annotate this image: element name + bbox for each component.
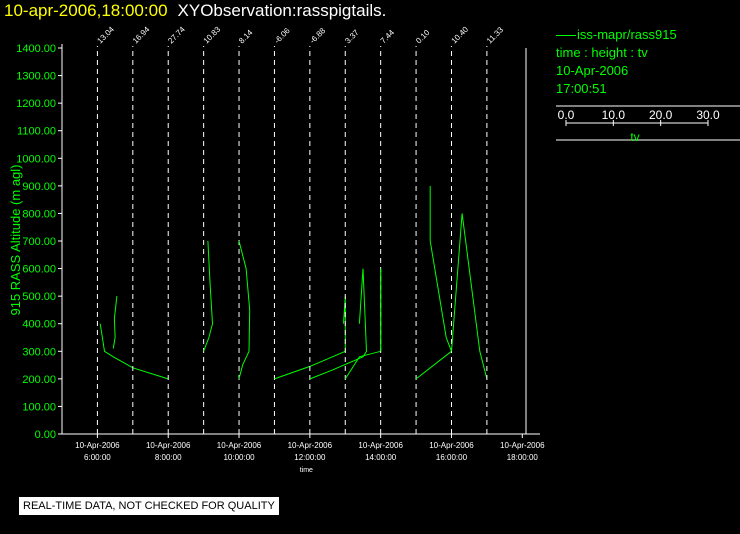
profile-trace: [309, 268, 368, 380]
legend-line-swatch: [556, 35, 576, 37]
profile-value-label: 10.40: [450, 25, 471, 46]
profile-trace: [415, 185, 453, 380]
legend-scale-tick-label: 10.0: [602, 108, 626, 122]
x-tick-time: 8:00:00: [155, 453, 182, 462]
x-tick-date: 10-Apr-2006: [500, 441, 545, 450]
y-tick-label: 1300.00: [16, 71, 56, 83]
y-axis-title: 915 RASS Altitude (m agl): [8, 164, 23, 315]
profile-value-label: 3.37: [343, 28, 361, 46]
y-tick-label: 500.00: [22, 291, 56, 303]
legend-scale-tick-label: 20.0: [649, 108, 673, 122]
profile-value-label: 8.14: [237, 28, 255, 46]
y-tick-label: 1100.00: [17, 126, 56, 138]
y-tick-label: 600.00: [22, 264, 56, 276]
x-tick-date: 10-Apr-2006: [429, 441, 474, 450]
x-tick-date: 10-Apr-2006: [75, 441, 120, 450]
legend-scale-tick-label: 0.0: [558, 108, 575, 122]
x-tick-time: 6:00:00: [84, 453, 111, 462]
y-tick-label: 1400.00: [16, 43, 56, 55]
x-tick-time: 16:00:00: [436, 453, 468, 462]
y-tick-label: 900.00: [22, 181, 56, 193]
profile-value-label: -6.88: [308, 26, 328, 46]
legend-date: 10-Apr-2006: [556, 63, 629, 78]
x-axis-title: time: [300, 467, 313, 474]
quality-note: REAL-TIME DATA, NOT CHECKED FOR QUALITY: [18, 496, 280, 516]
y-tick-label: 100.00: [22, 401, 56, 413]
chart-title: 10-apr-2006,18:00:00 XYObservation:rasspi…: [4, 1, 386, 21]
legend-time: 17:00:51: [556, 81, 607, 96]
x-tick-time: 18:00:00: [507, 453, 539, 462]
profile-trace: [99, 323, 169, 380]
profile-value-label: 13.04: [95, 25, 116, 46]
y-tick-label: 1200.00: [16, 98, 56, 110]
y-tick-label: 400.00: [22, 319, 56, 331]
profile-value-label: -6.06: [272, 26, 292, 46]
y-tick-label: 800.00: [22, 208, 56, 220]
profile-value-label: 0.10: [414, 28, 432, 46]
legend-scale-label: tv: [630, 130, 639, 144]
x-tick-date: 10-Apr-2006: [146, 441, 191, 450]
profile-trace: [451, 213, 488, 380]
x-tick-date: 10-Apr-2006: [217, 441, 262, 450]
y-tick-label: 200.00: [22, 374, 56, 386]
profile-trace: [203, 240, 214, 352]
profile-trace: [238, 240, 251, 380]
y-tick-label: 300.00: [22, 346, 56, 358]
legend-mapping: time : height : tv: [556, 45, 648, 60]
title-observation: XYObservation:rasspigtails.: [177, 1, 387, 20]
legend-series-label: iss-mapr/rass915: [577, 27, 677, 42]
legend-scale-tick-label: 30.0: [696, 108, 720, 122]
profile-value-label: 10.83: [202, 25, 223, 46]
legend: iss-mapr/rass915 time : height : tv 10-A…: [556, 26, 740, 98]
profile-trace: [112, 296, 118, 349]
title-timestamp: 10-apr-2006,18:00:00: [4, 1, 168, 20]
x-tick-date: 10-Apr-2006: [288, 441, 333, 450]
x-tick-time: 12:00:00: [294, 453, 326, 462]
x-tick-time: 10:00:00: [223, 453, 255, 462]
profile-value-label: 16.94: [131, 25, 152, 46]
legend-series: iss-mapr/rass915: [556, 26, 740, 44]
profile-value-label: 27.74: [166, 25, 187, 46]
profile-value-label: 11.33: [485, 25, 505, 45]
y-tick-label: 0.00: [35, 429, 56, 441]
x-tick-date: 10-Apr-2006: [358, 441, 403, 450]
y-tick-label: 1000.00: [16, 153, 56, 165]
y-tick-label: 700.00: [22, 236, 56, 248]
profile-value-label: 7.44: [379, 28, 397, 46]
x-tick-time: 14:00:00: [365, 453, 397, 462]
